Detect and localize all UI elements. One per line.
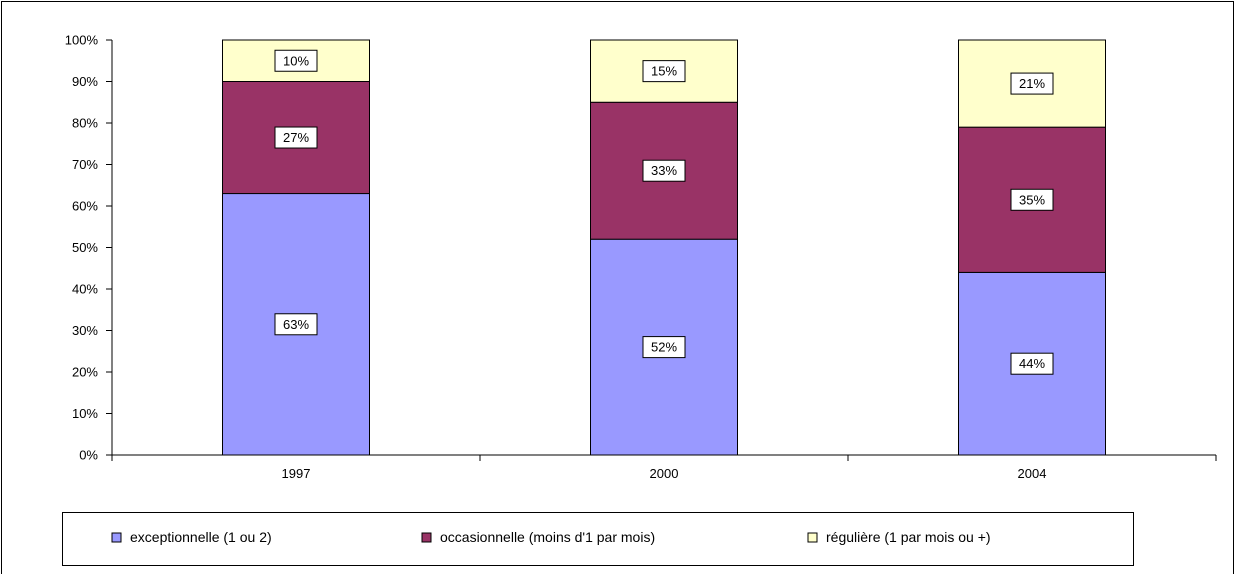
data-label-box bbox=[1010, 72, 1054, 95]
y-tick-labels: 0% 10% 20% 30% 40% 50% 60% 70% 80% 90% 100% bbox=[65, 33, 99, 463]
y-tick-label: 80% bbox=[72, 116, 98, 131]
legend-item: régulière (1 par mois ou +) bbox=[807, 529, 991, 545]
data-label: 21% bbox=[1010, 72, 1054, 95]
y-tick-label: 60% bbox=[72, 199, 98, 214]
legend-swatch bbox=[807, 532, 818, 543]
y-tick-label: 100% bbox=[65, 33, 99, 48]
data-label: 35% bbox=[1010, 188, 1054, 211]
data-label-text: 44% bbox=[1019, 356, 1045, 371]
legend-item: exceptionnelle (1 ou 2) bbox=[111, 529, 272, 545]
y-tick-label: 20% bbox=[72, 365, 98, 380]
y-tick-label: 70% bbox=[72, 157, 98, 172]
data-label-box bbox=[274, 313, 318, 336]
y-tick-label: 30% bbox=[72, 323, 98, 338]
data-label-box bbox=[1010, 188, 1054, 211]
bars-layer bbox=[222, 39, 1106, 456]
x-tick-labels: 1997 2000 2004 bbox=[282, 466, 1047, 481]
data-label-box bbox=[274, 49, 318, 72]
legend-label: occasionnelle (moins d'1 par mois) bbox=[440, 529, 655, 545]
x-axis bbox=[111, 454, 1217, 461]
y-axis bbox=[106, 39, 113, 456]
y-tick-label: 90% bbox=[72, 74, 98, 89]
data-label-text: 21% bbox=[1019, 76, 1045, 91]
data-label: 52% bbox=[642, 336, 686, 359]
x-tick-label: 2004 bbox=[1018, 466, 1047, 481]
data-labels-layer: 63% 27% 10% 52% 33% 15% 44% 35% 21% bbox=[274, 49, 1054, 375]
data-label-box bbox=[642, 336, 686, 359]
data-label-text: 33% bbox=[651, 163, 677, 178]
y-tick-label: 40% bbox=[72, 282, 98, 297]
data-label-text: 27% bbox=[283, 130, 309, 145]
data-label-box bbox=[1010, 352, 1054, 375]
legend-box bbox=[62, 512, 1134, 566]
data-label-box bbox=[642, 159, 686, 182]
y-tick-label: 0% bbox=[79, 448, 98, 463]
legend-swatch bbox=[421, 532, 432, 543]
data-label: 27% bbox=[274, 126, 318, 149]
data-label-text: 63% bbox=[283, 317, 309, 332]
data-label-text: 52% bbox=[651, 340, 677, 355]
legend-label: régulière (1 par mois ou +) bbox=[826, 529, 991, 545]
y-tick-label: 10% bbox=[72, 406, 98, 421]
y-tick-label: 50% bbox=[72, 240, 98, 255]
data-label: 10% bbox=[274, 49, 318, 72]
legend-swatch bbox=[111, 532, 122, 543]
x-tick-label: 2000 bbox=[650, 466, 679, 481]
data-label: 15% bbox=[642, 60, 686, 83]
data-label-box bbox=[642, 60, 686, 83]
legend: exceptionnelle (1 ou 2) occasionnelle (mo… bbox=[62, 512, 1134, 566]
data-label: 33% bbox=[642, 159, 686, 182]
x-tick-label: 1997 bbox=[282, 466, 311, 481]
legend-item: occasionnelle (moins d'1 par mois) bbox=[421, 529, 655, 545]
data-label: 44% bbox=[1010, 352, 1054, 375]
legend-label: exceptionnelle (1 ou 2) bbox=[130, 529, 272, 545]
data-label: 63% bbox=[274, 313, 318, 336]
data-label-box bbox=[274, 126, 318, 149]
data-label-text: 15% bbox=[651, 64, 677, 79]
data-label-text: 35% bbox=[1019, 192, 1045, 207]
data-label-text: 10% bbox=[283, 53, 309, 68]
